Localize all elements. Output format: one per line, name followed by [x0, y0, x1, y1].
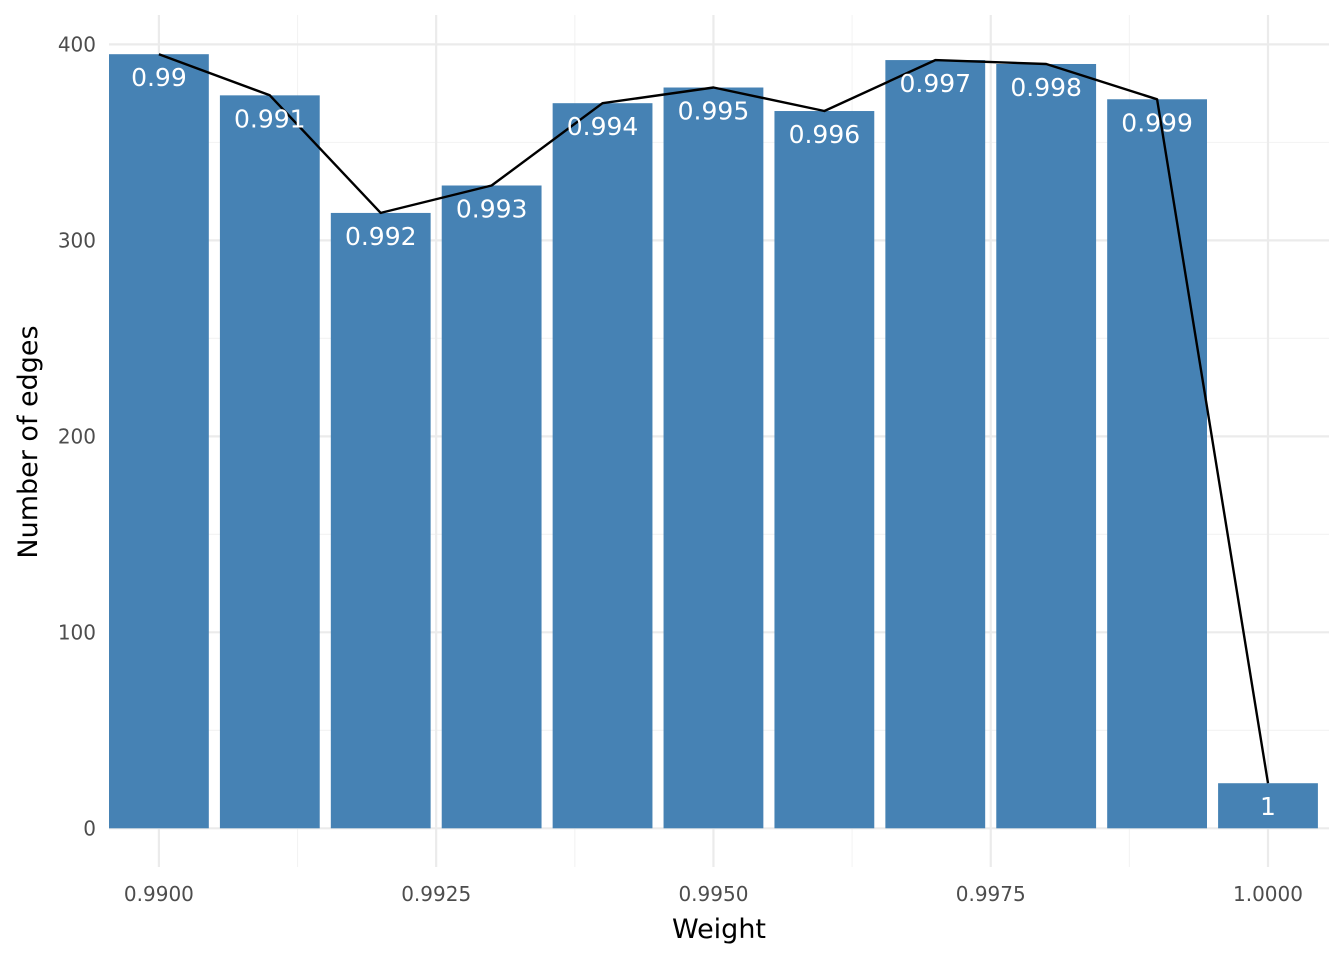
- bar: [330, 212, 431, 829]
- bar-label: 0.996: [789, 120, 861, 149]
- bar-label: 0.992: [345, 222, 417, 251]
- bar: [441, 185, 542, 829]
- bar-label: 0.993: [456, 194, 528, 223]
- y-tick-label: 0: [83, 816, 96, 840]
- bar: [885, 60, 986, 829]
- bar-label: 0.99: [131, 63, 187, 92]
- bar: [1107, 99, 1207, 829]
- bar-label: 0.998: [1010, 73, 1082, 102]
- y-tick-label: 200: [58, 424, 96, 448]
- bar-label: 0.999: [1121, 108, 1193, 137]
- trend-line: [158, 53, 1270, 784]
- y-tick-label: 400: [58, 32, 96, 56]
- bars: [109, 54, 1318, 829]
- bar-label: 0.994: [567, 112, 639, 141]
- x-tick-label: 0.9975: [956, 882, 1026, 906]
- x-axis-title: Weight: [672, 914, 766, 945]
- bar-label: 0.997: [899, 69, 971, 98]
- y-axis-ticks: 0 100 200 300 400: [58, 32, 96, 840]
- bar: [1218, 783, 1318, 829]
- x-tick-label: 0.9925: [401, 882, 471, 906]
- x-tick-label: 1.0000: [1233, 882, 1303, 906]
- bar: [663, 87, 764, 829]
- y-axis-title: Number of edges: [13, 325, 44, 558]
- bar-label: 1: [1260, 792, 1276, 821]
- y-tick-label: 300: [58, 228, 96, 252]
- y-tick-label: 100: [58, 620, 96, 644]
- bar: [109, 54, 209, 829]
- bar-label: 0.991: [234, 104, 306, 133]
- bar: [552, 103, 653, 829]
- x-tick-label: 0.9900: [124, 882, 194, 906]
- bar: [219, 95, 320, 829]
- x-tick-label: 0.9950: [678, 882, 748, 906]
- bar-labels: 0.99 0.991 0.992 0.993 0.994 0.995 0.996 0.997 0…: [131, 63, 1276, 821]
- bar-label: 0.995: [678, 97, 750, 126]
- trend-line-group: [158, 53, 1270, 784]
- bar: [996, 63, 1097, 829]
- x-axis-ticks: 0.9900 0.9925 0.9950 0.9975 1.0000: [124, 882, 1303, 906]
- bar: [774, 111, 875, 829]
